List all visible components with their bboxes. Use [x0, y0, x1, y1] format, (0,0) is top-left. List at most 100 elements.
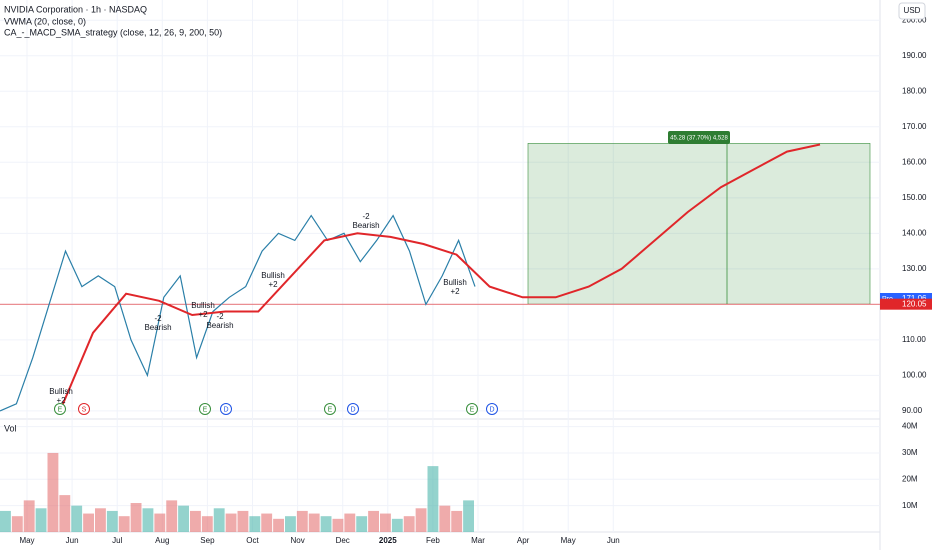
- annotation: Bearish: [144, 323, 171, 332]
- volume-bar: [356, 516, 368, 532]
- volume-bar: [166, 500, 178, 532]
- volume-bar: [332, 518, 344, 532]
- volume-bar: [403, 516, 415, 532]
- volume-bar: [225, 513, 237, 532]
- volume-tick-label: 10M: [902, 501, 918, 510]
- volume-bar: [118, 516, 130, 532]
- volume-bar: [320, 516, 332, 532]
- volume-bar: [59, 495, 71, 532]
- chart-title: NVIDIA Corporation · 1h · NASDAQ: [4, 4, 147, 14]
- signal-label: S: [82, 406, 87, 413]
- volume-bar: [237, 510, 249, 532]
- signal-marker: [324, 403, 336, 415]
- annotation: Bullish: [261, 271, 285, 280]
- price-tag-bg: [880, 298, 932, 310]
- x-tick-label: Aug: [155, 536, 169, 545]
- measure-label-bg: [668, 131, 730, 144]
- volume-bar: [391, 518, 403, 532]
- series-line: [0, 214, 476, 412]
- volume-bar: [47, 452, 59, 532]
- signal-label: E: [470, 406, 475, 413]
- measure-label: 45.28 (37.70%) 4,528: [670, 136, 728, 142]
- volume-bar: [23, 500, 35, 532]
- volume-tick-label: 20M: [902, 474, 918, 483]
- volume-bar: [380, 513, 391, 532]
- volume-bar: [308, 513, 320, 532]
- y-tick-label: 110.00: [902, 335, 926, 344]
- volume-bar: [415, 508, 427, 532]
- x-tick-label: Dec: [336, 536, 350, 545]
- volume-bar: [0, 510, 11, 532]
- y-tick-label: 200.00: [902, 15, 927, 24]
- annotation: Bullish: [49, 387, 73, 396]
- annotation-sign: -2: [154, 314, 162, 323]
- signal-label: E: [328, 406, 333, 413]
- currency-button[interactable]: [898, 2, 926, 20]
- y-tick-label: 140.00: [902, 228, 927, 237]
- volume-bar: [178, 505, 189, 532]
- x-tick-label: Jun: [66, 536, 79, 545]
- indicator: CA_-_MACD_SMA_strategy (close, 12, 26, 9…: [4, 27, 222, 37]
- x-tick-label: May: [561, 536, 576, 545]
- volume-bar: [11, 516, 23, 532]
- x-tick-label: Oct: [246, 536, 259, 545]
- signal-marker: [466, 403, 478, 415]
- signal-marker: [199, 403, 211, 415]
- y-tick-label: 150.00: [902, 193, 927, 202]
- signal-label: E: [203, 406, 208, 413]
- x-tick-label: 2025: [379, 536, 397, 545]
- volume-bar: [439, 505, 451, 532]
- annotation-sign: +2: [198, 310, 208, 319]
- signal-label: E: [58, 406, 63, 413]
- signal-marker: [54, 403, 66, 415]
- volume-bar: [368, 510, 379, 532]
- x-tick-label: Mar: [471, 536, 485, 545]
- volume-bar: [106, 510, 118, 532]
- volume-bar: [273, 518, 284, 532]
- y-tick-label: 190.00: [902, 51, 927, 60]
- volume-bar: [344, 513, 356, 532]
- x-tick-label: Jun: [607, 536, 620, 545]
- volume-bar: [35, 508, 47, 532]
- price-tag: 120.05: [902, 299, 927, 308]
- x-tick-label: Nov: [290, 536, 304, 545]
- volume-bar: [83, 513, 94, 532]
- currency[interactable]: USD: [904, 6, 921, 15]
- volume-bar: [190, 510, 201, 532]
- indicator: VWMA (20, close, 0): [4, 16, 86, 26]
- x-tick-label: May: [19, 536, 34, 545]
- volume-bar: [249, 516, 261, 532]
- signal-label: D: [223, 406, 228, 413]
- annotation-sign: -2: [216, 312, 224, 321]
- y-tick-label: 180.00: [902, 86, 927, 95]
- volume-bar: [285, 516, 296, 532]
- x-tick-label: Apr: [517, 536, 530, 545]
- annotation: Bullish: [443, 278, 467, 287]
- y-tick-label: 100.00: [902, 370, 927, 379]
- volume-bar: [142, 508, 154, 532]
- volume-tick-label: 40M: [902, 422, 918, 431]
- volume-tick-label: 30M: [902, 448, 918, 457]
- annotation-sign: -2: [362, 212, 370, 221]
- volume-label: Vol: [4, 423, 17, 433]
- volume-bar: [154, 513, 166, 532]
- annotation-sign: +2: [56, 396, 66, 405]
- volume-bar: [463, 500, 474, 532]
- annotation-sign: +2: [268, 280, 278, 289]
- volume-bar: [296, 510, 308, 532]
- annotation-sign: +2: [450, 287, 460, 296]
- volume-bar: [130, 503, 142, 532]
- measure-box: [527, 143, 871, 305]
- y-tick-label: 160.00: [902, 157, 927, 166]
- annotation: Bearish: [352, 221, 379, 230]
- signal-marker: [78, 403, 90, 415]
- y-tick-label: 130.00: [902, 264, 927, 273]
- volume-bar: [201, 516, 213, 532]
- series-line: [59, 143, 821, 412]
- annotation: Bullish: [191, 301, 215, 310]
- y-tick-label: 90.00: [902, 406, 923, 415]
- signal-marker: [486, 403, 498, 415]
- annotation: Bearish: [206, 321, 233, 330]
- signal-marker: [347, 403, 359, 415]
